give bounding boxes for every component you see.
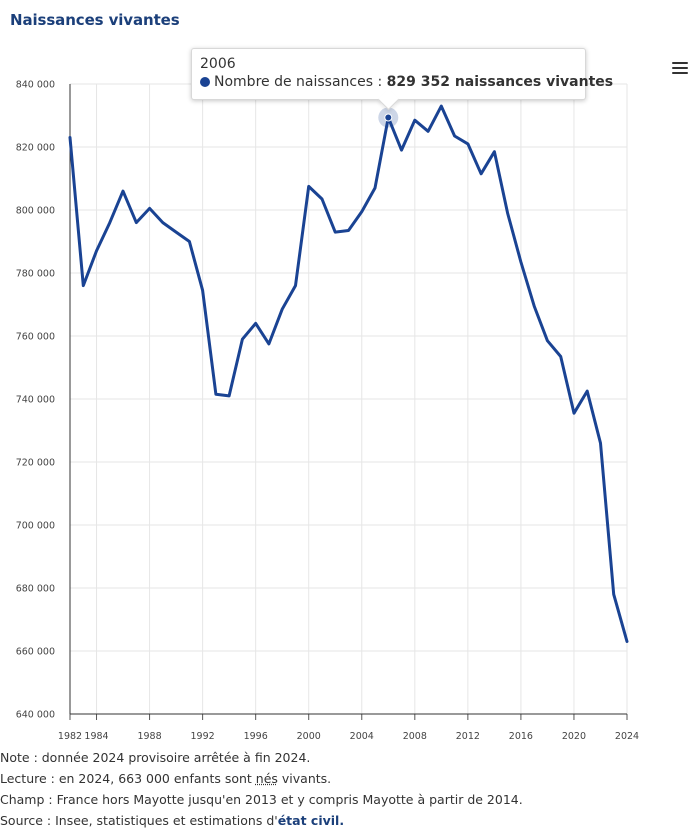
menu-bar [672,67,688,69]
chart-title: Naissances vivantes [10,11,180,29]
nes-abbreviation[interactable]: nés [255,771,278,786]
y-tick-label: 640 000 [16,710,55,721]
x-tick-label: 2020 [562,731,586,742]
x-tick-label: 2024 [615,731,639,742]
champ-line: Champ : France hors Mayotte jusqu'en 201… [0,792,523,807]
source-text: Source : Insee, statistiques et estimati… [0,813,278,828]
y-tick-label: 760 000 [16,332,55,343]
source-line: Source : Insee, statistiques et estimati… [0,810,696,831]
y-tick-label: 840 000 [16,80,55,91]
x-tick-label: 1996 [244,731,268,742]
x-tick-label: 2012 [456,731,480,742]
lecture-text-a: Lecture : en 2024, 663 000 enfants sont [0,771,256,786]
y-tick-label: 740 000 [16,395,55,406]
series-line [68,104,629,643]
y-tick-label: 660 000 [16,647,55,658]
tooltip-year: 2006 [200,56,236,72]
etat-civil-link[interactable]: état civil. [277,813,345,828]
x-tick-label: 1984 [84,731,108,742]
y-tick-label: 800 000 [16,206,55,217]
x-tick-label: 1992 [191,731,215,742]
y-tick-label: 680 000 [16,584,55,595]
y-tick-label: 780 000 [16,269,55,280]
menu-bar [672,72,688,74]
tooltip: 2006 Nombre de naissances : 829 352 nais… [191,48,613,111]
lecture-text-b: vivants. [277,771,332,786]
hamburger-menu-icon[interactable] [670,60,690,76]
tooltip-series-label: Nombre de naissances : [214,74,387,90]
lecture-line: Lecture : en 2024, 663 000 enfants sont … [0,768,696,789]
tooltip-value: 829 352 naissances vivantes [386,74,614,90]
y-tick-label: 720 000 [16,458,55,469]
x-tick-label: 2000 [297,731,321,742]
x-tick-label: 1988 [137,731,161,742]
tooltip-value-line: Nombre de naissances : 829 352 naissance… [200,74,613,90]
series-dot-icon [200,77,210,87]
x-tick-label: 2008 [403,731,427,742]
menu-bar [672,62,688,64]
y-tick-label: 700 000 [16,521,55,532]
note-line: Note : donnée 2024 provisoire arrêtée à … [0,750,311,765]
x-tick-label: 1982 [58,731,82,742]
x-tick-label: 2016 [509,731,533,742]
highlight-point [384,113,393,122]
x-tick-label: 2004 [350,731,374,742]
y-tick-label: 820 000 [16,143,55,154]
chart-notes: Note : donnée 2024 provisoire arrêtée à … [0,747,696,831]
line-chart: 640 000 660 000 680 000 700 000 720 000 740 0… [16,80,639,743]
